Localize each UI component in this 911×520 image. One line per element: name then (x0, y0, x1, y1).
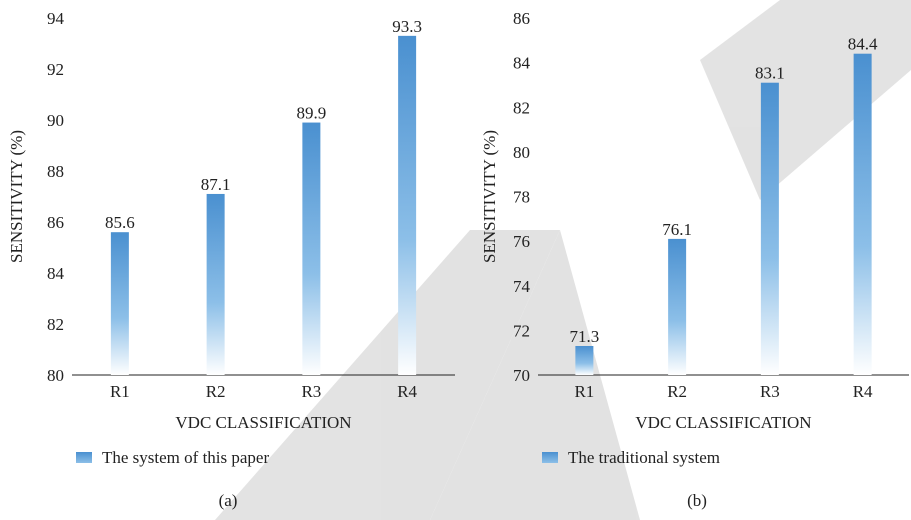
y-tick-label: 84 (47, 264, 65, 283)
y-tick-label: 88 (47, 162, 64, 181)
bar (110, 232, 129, 375)
y-tick-label: 82 (513, 98, 530, 117)
bar (398, 35, 417, 375)
y-tick-label: 80 (513, 143, 530, 162)
panel-label: (a) (219, 491, 238, 510)
x-tick-label: R4 (853, 382, 873, 401)
x-tick-label: R3 (301, 382, 321, 401)
legend-swatch (76, 452, 92, 463)
x-axis-title: VDC CLASSIFICATION (635, 413, 811, 432)
x-axis-title: VDC CLASSIFICATION (175, 413, 351, 432)
y-tick-label: 72 (513, 321, 530, 340)
y-tick-label: 76 (513, 232, 530, 251)
y-axis-title: SENSITIVITY (%) (7, 130, 26, 263)
legend-swatch (542, 452, 558, 463)
y-tick-label: 84 (513, 54, 531, 73)
y-tick-label: 94 (47, 9, 65, 28)
bar (575, 345, 594, 375)
y-tick-label: 78 (513, 188, 530, 207)
x-tick-label: R3 (760, 382, 780, 401)
x-tick-label: R2 (667, 382, 687, 401)
x-tick-label: R1 (110, 382, 130, 401)
data-label: 93.3 (392, 17, 422, 36)
panel-label: (b) (687, 491, 707, 510)
data-label: 83.1 (755, 64, 785, 83)
legend-label: The system of this paper (102, 448, 269, 467)
x-tick-label: R1 (574, 382, 594, 401)
watermark-stroke-3 (430, 230, 640, 520)
y-tick-label: 90 (47, 111, 64, 130)
y-tick-label: 82 (47, 315, 64, 334)
bar (760, 82, 779, 376)
data-label: 76.1 (662, 220, 692, 239)
y-tick-label: 86 (513, 9, 530, 28)
legend-label: The traditional system (568, 448, 720, 467)
bar (302, 122, 321, 375)
data-label: 71.3 (570, 327, 600, 346)
y-axis-title: SENSITIVITY (%) (480, 130, 499, 263)
y-tick-label: 80 (47, 366, 64, 385)
data-label: 87.1 (201, 175, 231, 194)
y-tick-label: 74 (513, 277, 531, 296)
data-label: 85.6 (105, 213, 135, 232)
y-tick-label: 70 (513, 366, 530, 385)
chart-panel-a: 80 82 84 86 88 90 92 94 85.6 R1 87.1 R2 89.9 R3 93.3 R4… (7, 9, 455, 510)
y-tick-label: 86 (47, 213, 64, 232)
chart-panel-b: 70 72 74 76 78 80 82 84 86 71.3 R1 76.1 R2 83.1 R3 84.4… (480, 9, 909, 510)
x-tick-label: R4 (397, 382, 417, 401)
bar (668, 238, 687, 375)
data-label: 89.9 (297, 104, 327, 123)
x-tick-label: R2 (206, 382, 226, 401)
bar (853, 53, 872, 375)
bar (206, 193, 225, 375)
data-label: 84.4 (848, 35, 878, 54)
y-tick-label: 92 (47, 60, 64, 79)
watermark-stroke-1 (700, 0, 911, 200)
